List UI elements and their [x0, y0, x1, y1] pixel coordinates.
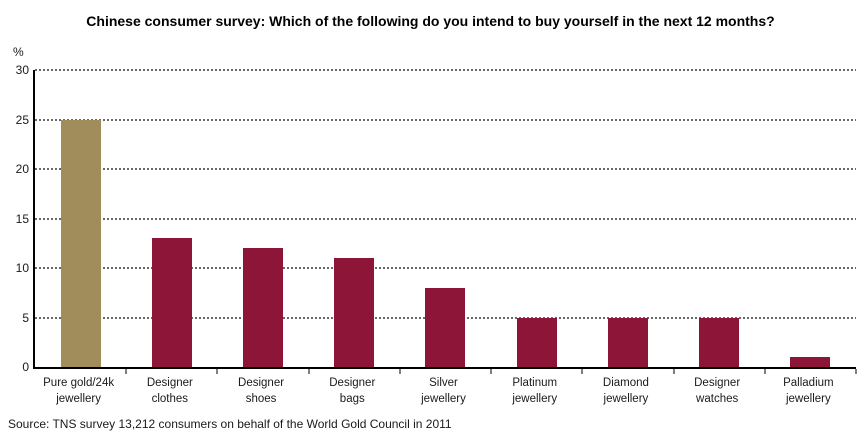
y-tick-label: 30 [15, 63, 29, 77]
x-category-label: Diamond jewellery [602, 377, 649, 405]
x-axis-labels: Pure gold/24k jewellery Designer clothes… [33, 375, 854, 407]
category-cell [674, 70, 766, 374]
y-tick-label: 10 [15, 261, 29, 275]
x-axis-tick-mark [490, 369, 493, 374]
x-axis-tick-mark [216, 369, 219, 374]
gridline [35, 69, 856, 71]
chart-title: Chinese consumer survey: Which of the fo… [86, 13, 775, 29]
category-cell [126, 70, 219, 374]
gridline [35, 267, 856, 269]
x-category-label: Designer clothes [146, 377, 193, 405]
source-note: Source: TNS survey 13,212 consumers on b… [8, 417, 452, 431]
category-cell [765, 70, 857, 374]
x-category-label: Designer bags [329, 377, 376, 405]
bar [334, 258, 375, 367]
x-category-label: Pure gold/24k jewellery [43, 377, 115, 405]
x-axis-tick-mark [398, 369, 401, 374]
y-tick-label: 5 [22, 310, 29, 325]
x-category-label: Designer watches [694, 377, 741, 405]
bar [151, 238, 192, 367]
gridline [35, 118, 856, 121]
x-category-label: Platinum jewellery [512, 377, 558, 405]
bar [790, 357, 831, 367]
category-cell [582, 70, 675, 374]
x-category-label: Designer shoes [238, 377, 285, 405]
x-axis-tick-mark [763, 369, 766, 374]
y-tick-label: 20 [15, 162, 29, 176]
gridline [35, 217, 856, 220]
x-category-label: Palladium jewellery [783, 377, 834, 405]
x-axis-tick-mark [854, 369, 857, 374]
y-axis-tick-labels: 30 25 20 15 10 5 0 [0, 64, 29, 373]
bar [607, 317, 648, 367]
y-axis-unit-label: % [13, 45, 24, 59]
gridline [35, 168, 856, 170]
category-cell [309, 70, 401, 374]
x-axis-tick-mark [672, 369, 675, 374]
y-tick-label: 15 [15, 211, 29, 226]
bar [425, 287, 466, 367]
category-cell [217, 70, 310, 374]
x-axis-tick-mark [581, 369, 584, 374]
y-tick-label: 25 [15, 112, 29, 127]
x-axis-tick-mark [307, 369, 310, 374]
category-cell [35, 70, 128, 374]
bar [699, 317, 740, 367]
bar-series [35, 70, 857, 374]
category-cell [491, 70, 584, 374]
bar [243, 248, 284, 367]
category-cell [400, 70, 493, 374]
y-tick-label: 0 [22, 360, 29, 374]
x-axis-tick-mark [125, 369, 128, 374]
x-category-label: Silver jewellery [421, 377, 466, 405]
bar [60, 119, 101, 367]
bar [516, 317, 557, 367]
plot-area [33, 69, 857, 374]
